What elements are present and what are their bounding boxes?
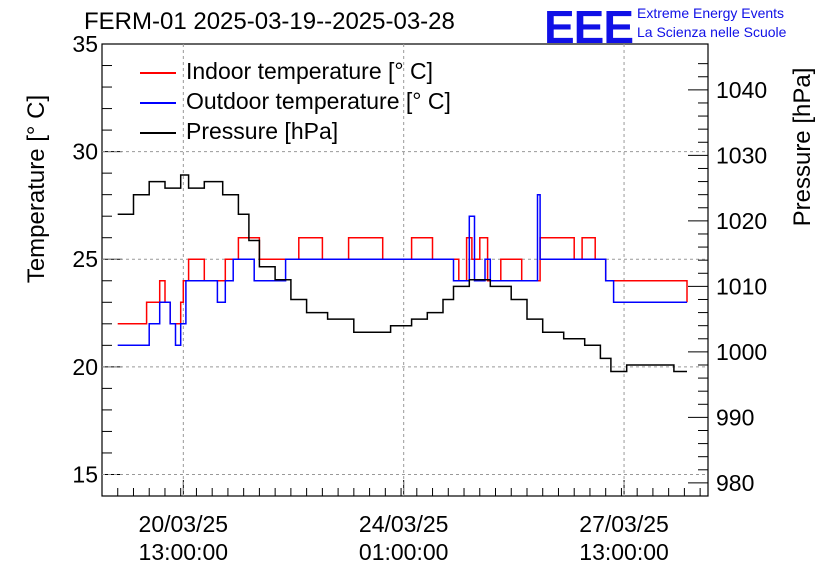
y-right-tick-label: 990: [716, 404, 754, 430]
legend-label-indoor: Indoor temperature [° C]: [186, 58, 433, 84]
logo-caption: Extreme Energy Events La Scienza nelle S…: [637, 4, 786, 42]
eee-logo: EEE: [544, 1, 634, 53]
logo-line-2: La Scienza nelle Scuole: [637, 24, 787, 40]
plot-frame: [101, 43, 709, 497]
series-line-indoor: [117, 236, 688, 325]
x-tick-label-time: 13:00:00: [579, 539, 669, 565]
y-right-tick-label: 1030: [716, 142, 767, 168]
y-right-tick-label: 1040: [716, 77, 767, 103]
y-left-tick-label: 25: [72, 246, 98, 272]
y-right-tick-label: 1010: [716, 273, 767, 299]
legend-swatch-outdoor: [140, 101, 176, 104]
y-axis-left-label: Temperature [° C]: [23, 94, 50, 284]
y-left-tick-label: 30: [72, 139, 98, 165]
x-tick-label-time: 13:00:00: [139, 539, 229, 565]
legend-item-pressure: Pressure [hPa]: [140, 118, 338, 145]
series-line-pressure: [117, 174, 687, 373]
legend-label-outdoor: Outdoor temperature [° C]: [186, 88, 451, 114]
x-tick-label-time: 01:00:00: [359, 539, 449, 565]
legend-swatch-pressure: [140, 131, 176, 134]
legend-label-pressure: Pressure [hPa]: [186, 118, 339, 144]
legend-item-outdoor: Outdoor temperature [° C]: [140, 88, 451, 115]
y-left-tick-label: 15: [72, 461, 98, 487]
x-tick-label-date: 20/03/25: [139, 511, 229, 537]
y-axis-right-label: Pressure [hPa]: [789, 67, 816, 227]
y-right-tick-label: 1020: [716, 208, 767, 234]
x-tick-label-date: 27/03/25: [579, 511, 669, 537]
legend-item-indoor: Indoor temperature [° C]: [140, 58, 433, 85]
y-right-tick-label: 1000: [716, 339, 767, 365]
y-right-tick-label: 980: [716, 470, 754, 496]
y-left-tick-label: 35: [72, 31, 98, 57]
legend-swatch-indoor: [140, 71, 176, 74]
x-tick-label-date: 24/03/25: [359, 511, 449, 537]
logo-line-1: Extreme Energy Events: [637, 5, 785, 21]
chart-title: FERM-01 2025-03-19--2025-03-28: [84, 8, 455, 35]
series-line-outdoor: [117, 193, 687, 347]
y-left-tick-label: 20: [72, 354, 98, 380]
